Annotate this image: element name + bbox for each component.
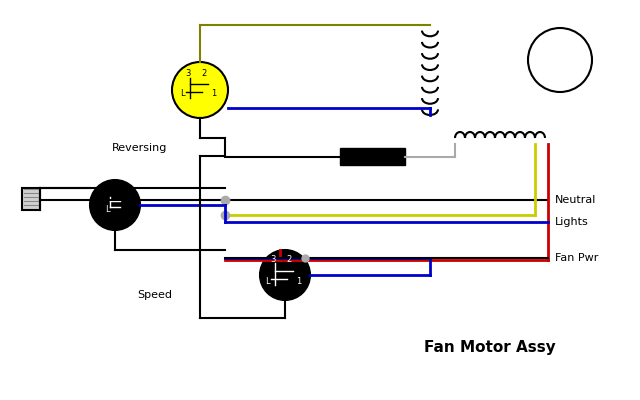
- Text: 3: 3: [186, 70, 191, 78]
- Text: Light: Light: [97, 212, 133, 226]
- Text: L: L: [180, 90, 184, 98]
- Text: Reversing: Reversing: [112, 143, 168, 153]
- Text: Fan Motor Assy: Fan Motor Assy: [424, 340, 556, 355]
- Text: 2: 2: [202, 70, 207, 78]
- Text: Lights: Lights: [555, 217, 589, 227]
- Circle shape: [172, 62, 228, 118]
- Text: 3: 3: [270, 254, 276, 264]
- Text: 2: 2: [286, 254, 292, 264]
- Bar: [340, 148, 405, 165]
- Circle shape: [90, 180, 140, 230]
- Text: 1: 1: [296, 276, 301, 286]
- Text: Neutral: Neutral: [555, 195, 596, 205]
- Text: L: L: [105, 206, 109, 214]
- Circle shape: [260, 250, 310, 300]
- Text: Speed: Speed: [138, 290, 173, 300]
- Text: 1: 1: [211, 90, 216, 98]
- Text: Fan Pwr: Fan Pwr: [555, 253, 598, 263]
- Text: L: L: [265, 276, 269, 286]
- Bar: [22, 188, 40, 210]
